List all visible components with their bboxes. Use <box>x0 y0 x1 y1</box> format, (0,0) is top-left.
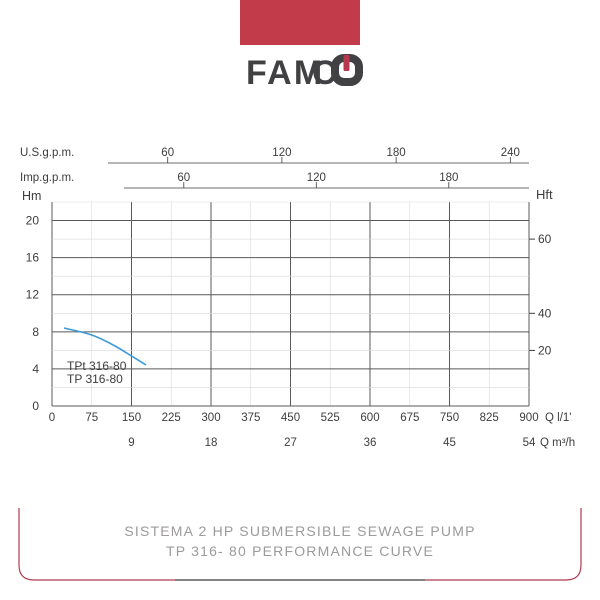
svg-text:120: 120 <box>307 172 326 184</box>
svg-text:9: 9 <box>128 437 134 449</box>
svg-text:60: 60 <box>538 232 552 246</box>
svg-text:27: 27 <box>284 437 297 449</box>
svg-text:Hm: Hm <box>22 189 41 203</box>
svg-text:TPt 316-80: TPt 316-80 <box>67 359 127 373</box>
svg-text:825: 825 <box>480 412 499 424</box>
svg-text:4: 4 <box>32 362 39 376</box>
svg-text:120: 120 <box>272 147 291 159</box>
svg-text:12: 12 <box>26 288 40 302</box>
svg-text:TP 316-80: TP 316-80 <box>67 372 123 386</box>
svg-text:20: 20 <box>26 214 40 228</box>
svg-text:600: 600 <box>360 412 379 424</box>
svg-text:Q m³/h: Q m³/h <box>540 437 575 449</box>
svg-text:150: 150 <box>122 412 141 424</box>
svg-text:8: 8 <box>32 325 39 339</box>
svg-text:Hft: Hft <box>536 187 553 202</box>
svg-text:750: 750 <box>440 412 459 424</box>
svg-text:TP 316- 80 PERFORMANCE CURVE: TP 316- 80 PERFORMANCE CURVE <box>166 543 434 559</box>
svg-text:180: 180 <box>439 172 458 184</box>
svg-text:450: 450 <box>281 412 300 424</box>
svg-text:U.S.g.p.m.: U.S.g.p.m. <box>20 147 74 159</box>
svg-text:16: 16 <box>26 251 40 265</box>
svg-text:240: 240 <box>501 147 520 159</box>
svg-text:675: 675 <box>400 412 419 424</box>
svg-text:36: 36 <box>364 437 377 449</box>
svg-text:45: 45 <box>443 437 456 449</box>
svg-text:18: 18 <box>205 437 218 449</box>
svg-text:Imp.g.p.m.: Imp.g.p.m. <box>20 172 74 184</box>
svg-text:Q l/1': Q l/1' <box>545 412 571 424</box>
svg-text:0: 0 <box>32 399 39 413</box>
svg-text:60: 60 <box>177 172 190 184</box>
svg-text:0: 0 <box>49 412 55 424</box>
svg-text:20: 20 <box>538 343 552 357</box>
svg-text:75: 75 <box>85 412 98 424</box>
svg-text:54: 54 <box>523 437 536 449</box>
svg-text:375: 375 <box>241 412 260 424</box>
svg-text:60: 60 <box>161 147 174 159</box>
svg-text:900: 900 <box>519 412 538 424</box>
svg-text:300: 300 <box>201 412 220 424</box>
svg-text:525: 525 <box>321 412 340 424</box>
svg-text:SISTEMA 2 HP SUBMERSIBLE SEWAG: SISTEMA 2 HP SUBMERSIBLE SEWAGE PUMP <box>124 523 475 539</box>
svg-text:40: 40 <box>538 306 552 320</box>
svg-text:180: 180 <box>387 147 406 159</box>
svg-text:225: 225 <box>162 412 181 424</box>
